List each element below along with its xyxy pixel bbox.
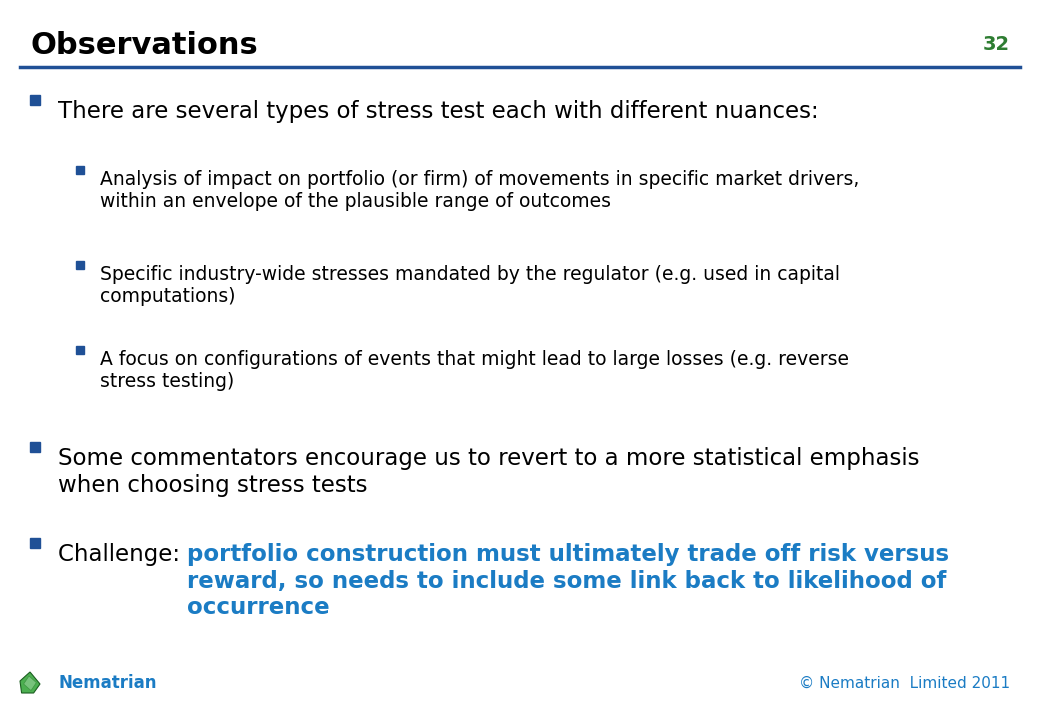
Text: There are several types of stress test each with different nuances:: There are several types of stress test e… bbox=[58, 100, 818, 123]
Text: Analysis of impact on portfolio (or firm) of movements in specific market driver: Analysis of impact on portfolio (or firm… bbox=[100, 170, 859, 211]
Text: Nematrian: Nematrian bbox=[58, 674, 156, 692]
Bar bbox=[30, 95, 40, 105]
Text: Observations: Observations bbox=[30, 30, 258, 60]
Bar bbox=[76, 261, 84, 269]
Bar bbox=[76, 346, 84, 354]
Bar bbox=[30, 538, 40, 548]
Bar bbox=[30, 442, 40, 452]
Text: © Nematrian  Limited 2011: © Nematrian Limited 2011 bbox=[799, 675, 1010, 690]
Bar bbox=[76, 166, 84, 174]
Polygon shape bbox=[24, 676, 36, 690]
Text: 32: 32 bbox=[983, 35, 1010, 55]
Polygon shape bbox=[20, 672, 40, 693]
Text: Challenge:: Challenge: bbox=[58, 543, 187, 566]
Text: Some commentators encourage us to revert to a more statistical emphasis
when cho: Some commentators encourage us to revert… bbox=[58, 447, 919, 497]
Text: Specific industry-wide stresses mandated by the regulator (e.g. used in capital
: Specific industry-wide stresses mandated… bbox=[100, 265, 840, 306]
Text: A focus on configurations of events that might lead to large losses (e.g. revers: A focus on configurations of events that… bbox=[100, 350, 849, 391]
Text: portfolio construction must ultimately trade off risk versus
reward, so needs to: portfolio construction must ultimately t… bbox=[187, 543, 950, 619]
